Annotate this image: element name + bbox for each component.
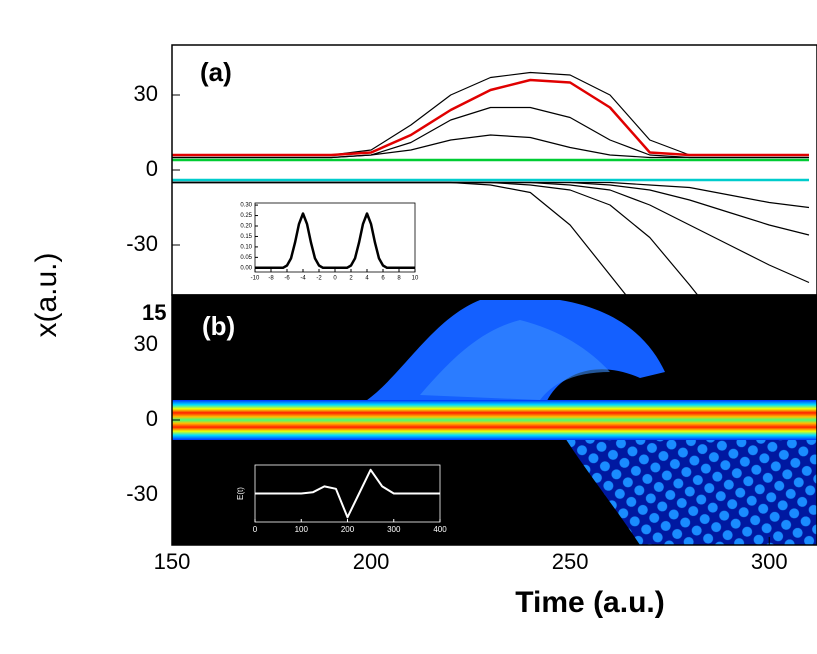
x-tick-label: -6 [284, 276, 290, 282]
x-tick-label: 200 [353, 549, 390, 574]
x-tick-label: 6 [381, 276, 385, 282]
y-tick-label: 0.15 [240, 234, 252, 240]
panel-label: (a) [200, 57, 232, 87]
x-tick-label: -10 [251, 276, 260, 282]
x-tick-label: 8 [397, 276, 401, 282]
series-line [172, 181, 810, 209]
y-tick-label: 0.20 [240, 224, 252, 230]
band [172, 400, 817, 440]
x-tick-label: 2 [349, 276, 353, 282]
x-tick-label: 4 [365, 276, 369, 282]
panel-label: (b) [202, 311, 235, 341]
y-tick-label: 0.25 [240, 213, 252, 219]
x-tick-label: 10 [412, 276, 419, 282]
x-tick-label: 0 [253, 525, 258, 534]
y-tick-label: 0.00 [240, 265, 252, 271]
x-tick-label: -4 [300, 276, 306, 282]
series-line [255, 212, 415, 270]
y-tick-label: 0.30 [240, 203, 252, 209]
x-tick-label: 250 [552, 549, 589, 574]
series-line [172, 134, 809, 159]
plot-area [255, 212, 415, 270]
x-tick-label: 150 [154, 549, 191, 574]
inset-y-label: E(t) [236, 487, 245, 500]
y-tick-label: 0.10 [240, 244, 252, 250]
y-tick-label: 0 [146, 406, 158, 431]
x-tick-label: 0 [333, 276, 337, 282]
y-tick-label: -30 [126, 481, 158, 506]
series-line [255, 468, 440, 519]
plot-area [172, 71, 810, 295]
x-tick-label: -8 [268, 276, 274, 282]
interference [560, 430, 817, 545]
x-tick-label: 100 [295, 525, 309, 534]
y-tick-label: 30 [134, 81, 158, 106]
series-line [172, 78, 809, 157]
y-tick-label: 30 [134, 331, 158, 356]
y-tick-label: 0 [146, 156, 158, 181]
x-axis-label: Time (a.u.) [515, 586, 664, 619]
y-tick-label: 0.05 [240, 255, 252, 261]
series-line [172, 71, 809, 156]
x-tick-label: 400 [433, 525, 447, 534]
x-tick-label: -2 [316, 276, 322, 282]
x-tick-label: 200 [341, 525, 355, 534]
inset-bg [255, 203, 415, 272]
annotation: 15 [142, 300, 166, 325]
plot-area [255, 468, 440, 519]
x-tick-label: 300 [751, 549, 788, 574]
x-tick-label: 300 [387, 525, 401, 534]
y-axis-label: x(a.u.) [30, 252, 63, 337]
plume-inner [420, 320, 610, 400]
series-line [172, 106, 809, 159]
y-tick-label: -30 [126, 231, 158, 256]
